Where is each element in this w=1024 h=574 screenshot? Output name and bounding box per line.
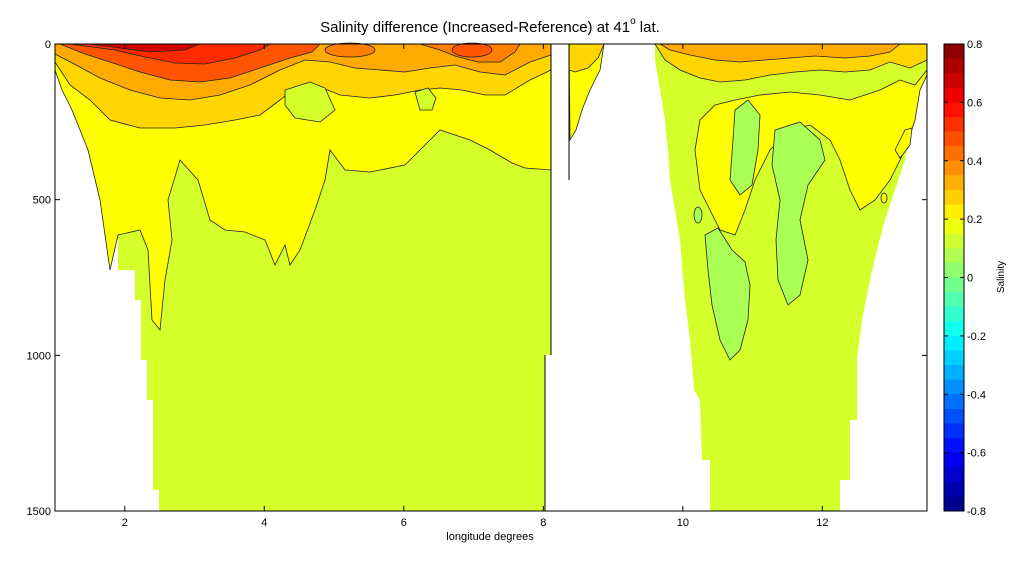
y-tick-label: 500	[33, 195, 51, 207]
x-tick-label: 8	[540, 517, 546, 529]
colorbar-band	[944, 438, 964, 454]
patch-right-5	[880, 192, 888, 204]
colorbar-band	[944, 365, 964, 381]
chart-title: Salinity difference (Increased-Reference…	[320, 16, 660, 36]
colorbar-band	[944, 262, 964, 278]
colorbar: 0.8 0.6 0.4 0.2 0 -0.2 -0.4 -0.6 -0.8	[943, 39, 986, 518]
y-tick-label: 0	[45, 39, 51, 51]
colorbar-band	[944, 131, 964, 147]
colorbar-band	[944, 277, 964, 293]
colorbar-band	[944, 204, 964, 220]
colorbar-band	[944, 87, 964, 103]
chart-title-main: Salinity difference (Increased-Reference…	[320, 19, 630, 36]
y-tick-label: 1000	[27, 350, 51, 362]
region-right-intermediate	[655, 43, 928, 236]
colorbar-band	[944, 44, 964, 60]
colorbar-band	[944, 219, 964, 235]
colorbar-tick-label: -0.8	[967, 506, 986, 518]
patch-right-4	[693, 206, 703, 224]
patch-right-3	[704, 227, 751, 361]
colorbar-band	[944, 350, 964, 366]
colorbar-band	[944, 335, 964, 351]
colorbar-band	[944, 467, 964, 483]
colorbar-tick-label: 0.6	[967, 97, 982, 109]
x-tick-label: 12	[816, 517, 828, 529]
x-tick-label: 2	[122, 517, 128, 529]
colorbar-band	[944, 423, 964, 439]
colorbar-band	[944, 292, 964, 308]
colorbar-tick-label: -0.4	[967, 389, 986, 401]
patch-left-1	[284, 81, 336, 123]
patch-right-1	[729, 99, 761, 196]
colorbar-band	[944, 58, 964, 74]
region-right-surface	[658, 43, 902, 63]
region-surface-mid	[324, 42, 376, 58]
colorbar-band	[944, 481, 964, 497]
plot-frame	[54, 43, 928, 512]
colorbar-tick-label: 0.2	[967, 214, 982, 226]
colorbar-band	[944, 394, 964, 410]
x-tick-label: 10	[677, 517, 689, 529]
colorbar-label: Salinity	[996, 261, 1007, 293]
colorbar-tick-label: -0.6	[967, 448, 986, 460]
colorbar-band	[944, 146, 964, 162]
region-surface-core	[69, 43, 272, 65]
y-axis: 0 500 1000 1500	[27, 39, 927, 518]
colorbar-band	[944, 248, 964, 264]
x-tick-label: 4	[261, 517, 267, 529]
region-surface-east-core	[451, 42, 493, 58]
patch-right-6	[894, 127, 913, 159]
x-tick-label: 6	[401, 517, 407, 529]
colorbar-band	[944, 496, 964, 512]
colorbar-tick-label: 0.4	[967, 156, 982, 168]
colorbar-band	[944, 189, 964, 206]
colorbar-tick-label: 0	[967, 273, 973, 285]
patch-left-2	[414, 87, 437, 111]
colorbar-band	[944, 116, 964, 133]
colorbar-band	[944, 73, 964, 89]
colorbar-band	[944, 321, 964, 337]
colorbar-band	[944, 233, 964, 249]
y-tick-label: 1500	[27, 506, 51, 518]
colorbar-band	[944, 452, 964, 468]
patch-right-2	[771, 121, 826, 306]
colorbar-band	[944, 306, 964, 322]
colorbar-tick-label: 0.8	[967, 39, 982, 51]
chart-title-end: lat.	[636, 19, 660, 36]
colorbar-band	[944, 408, 964, 424]
colorbar-band	[944, 379, 964, 395]
colorbar-band	[944, 160, 964, 176]
chart-title-degree: o	[630, 16, 636, 27]
colorbar-tick-label: -0.2	[967, 331, 986, 343]
contour-plot	[54, 42, 928, 512]
colorbar-band	[944, 102, 964, 118]
x-axis-label: longitude degrees	[446, 531, 534, 543]
colorbar-band	[944, 175, 964, 191]
x-axis: 2 4 6 8 10 12	[122, 44, 828, 529]
